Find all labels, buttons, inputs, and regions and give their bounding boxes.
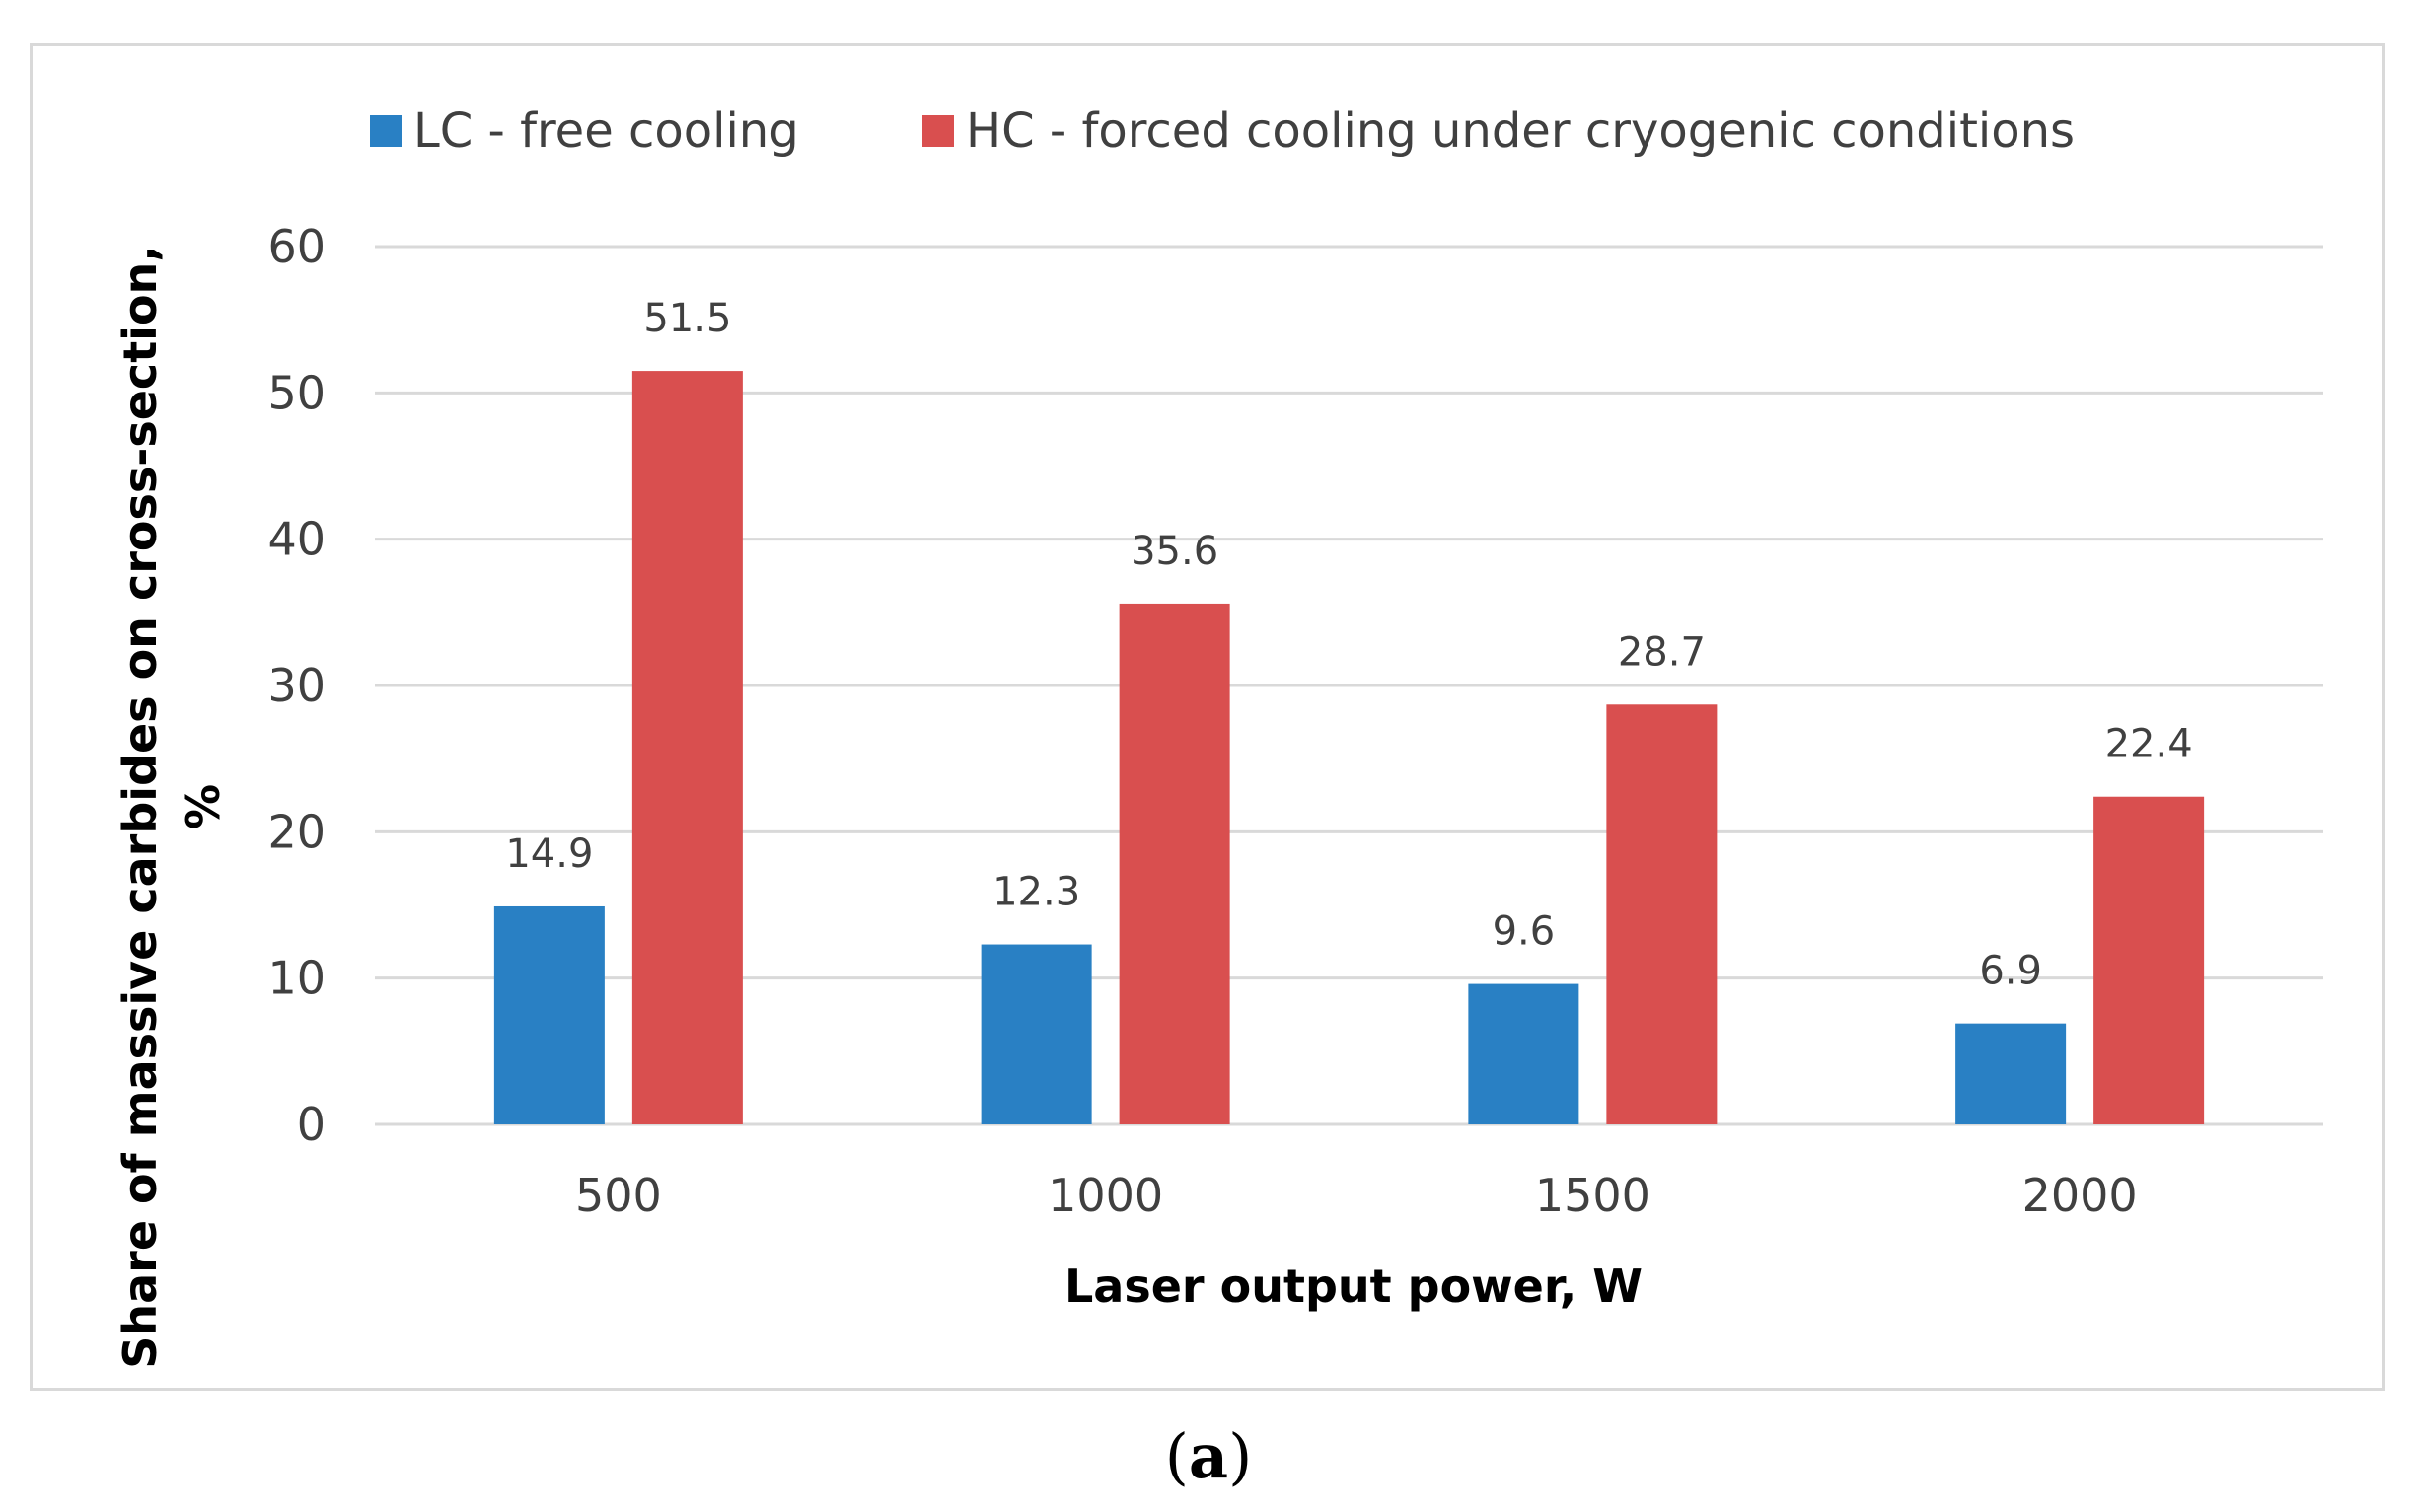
data-label: 6.9 [1979, 949, 2042, 994]
panel-label-close: ) [1228, 1420, 1253, 1492]
legend-label-hc: HC - forced cooling under cryogenic cond… [966, 104, 2075, 159]
lc-bar-1500 [1468, 983, 1579, 1124]
data-labels: 14.9 51.5 12.3 35.6 9.6 28.7 6.9 22.4 [505, 296, 2192, 994]
hc-bar-1000 [1119, 603, 1230, 1124]
panel-label-letter: a [1188, 1420, 1229, 1492]
lc-bar-2000 [1955, 1023, 2067, 1124]
data-label: 28.7 [1618, 629, 1706, 675]
data-label: 35.6 [1131, 529, 1218, 574]
x-axis-title: Laser output power, W [1064, 1260, 1643, 1313]
legend-label-lc: LC - free cooling [413, 104, 799, 159]
legend-swatch-hc [922, 115, 954, 147]
y-tick-label: 0 [297, 1098, 326, 1151]
lc-bar-1000 [981, 944, 1092, 1124]
y-axis-title-line1: Share of massive carbides on cross-secti… [113, 245, 167, 1369]
legend-swatch-lc [370, 115, 402, 147]
x-tick-label: 1500 [1535, 1169, 1650, 1222]
legend: LC - free cooling HC - forced cooling und… [370, 104, 2075, 159]
y-tick-label: 20 [267, 805, 326, 858]
data-label: 51.5 [643, 296, 731, 341]
hc-bar-2000 [2093, 796, 2205, 1124]
y-tick-label: 10 [267, 952, 326, 1005]
x-tick-label: 1000 [1048, 1169, 1163, 1222]
y-axis-title-line2: % [177, 784, 230, 829]
lc-bar-500 [493, 905, 605, 1124]
hc-bar-1500 [1606, 704, 1718, 1124]
hc-bar-500 [631, 371, 743, 1124]
y-tick-label: 60 [267, 220, 326, 273]
x-tick-label: 500 [575, 1169, 662, 1222]
data-label: 9.6 [1493, 909, 1556, 955]
y-tick-label: 50 [267, 366, 326, 419]
tick-labels: 0 10 20 30 40 50 60 500 1000 1500 2000 [267, 220, 2137, 1222]
data-label: 14.9 [505, 831, 593, 877]
data-label: 22.4 [2105, 722, 2193, 767]
bars [493, 371, 2205, 1124]
x-tick-label: 2000 [2022, 1169, 2138, 1222]
panel-label-open: ( [1164, 1420, 1189, 1492]
y-tick-label: 30 [267, 659, 326, 712]
data-label: 12.3 [992, 870, 1080, 915]
y-axis-title: Share of massive carbides on cross-secti… [113, 245, 230, 1369]
panel-label: (a) [0, 1420, 2417, 1492]
y-tick-label: 40 [267, 513, 326, 566]
